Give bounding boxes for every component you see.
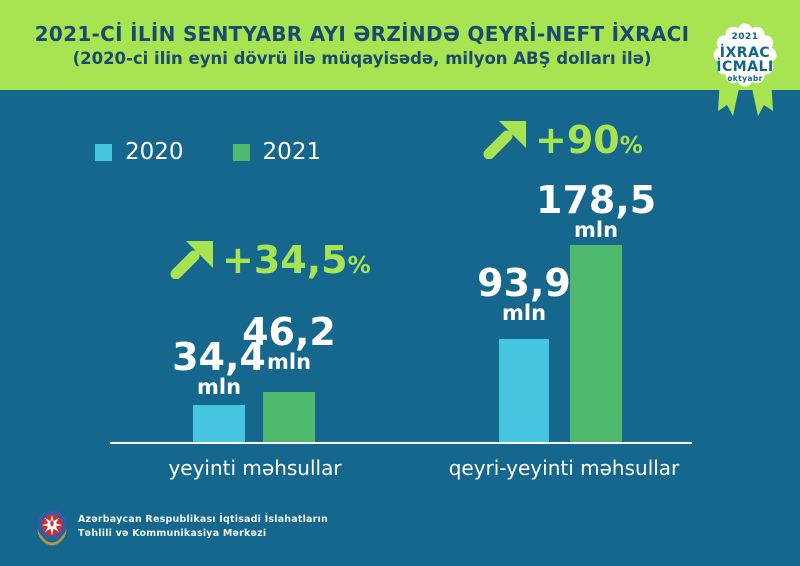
change-number: +34,5 [222, 238, 348, 282]
value-label-yeyinti-2020: 34,4 mln [159, 335, 279, 400]
bar-yeyinti-2020 [193, 405, 245, 443]
category-label-qeyri-yeyinti: qeyri-yeyinti məhsullar [448, 456, 680, 480]
value-unit: mln [573, 218, 619, 243]
bar-qeyri-yeyinti-2021 [570, 245, 622, 443]
value-unit: mln [196, 375, 242, 400]
value-unit: mln [266, 350, 312, 375]
change-number: +90 [535, 118, 620, 162]
value-label-qeyri-yeyinti-2020: 93,9 mln [464, 261, 584, 326]
badge-title-line2: İCMALI [716, 59, 774, 75]
legend-item-2020: 2020 [95, 139, 184, 165]
value-number: 34,4 [172, 335, 266, 379]
page-title: 2021-Cİ İLİN SENTYABR AYI ƏRZİNDƏ QEYRİ-… [34, 22, 690, 46]
ribbon-left [718, 78, 740, 116]
legend-label-2020: 2020 [125, 139, 184, 165]
header-titles: 2021-Cİ İLİN SENTYABR AYI ƏRZİNDƏ QEYRİ-… [0, 0, 724, 90]
value-unit: mln [501, 301, 547, 326]
value-number: 46,2 [242, 310, 336, 354]
change-value: +34,5% [222, 241, 371, 279]
percent-sign: % [347, 253, 371, 279]
org-line1: Azərbaycan Respublikası İqtisadi İslahat… [78, 513, 328, 525]
value-label-yeyinti-2021: 46,2 mln [229, 310, 349, 375]
legend-item-2021: 2021 [232, 139, 322, 165]
badge-month: oktyabr [727, 74, 763, 83]
organization-name: Azərbaycan Respublikası İqtisadi İslahat… [78, 513, 328, 542]
badge-title-line1: İXRAC [719, 45, 771, 61]
axis-baseline [110, 442, 692, 444]
legend-swatch-2021 [232, 143, 250, 161]
value-number: 178,5 [536, 178, 657, 222]
badge-year: 2021 [731, 32, 759, 42]
state-emblem-icon [37, 510, 67, 546]
org-line2: Təhlili və Kommunikasiya Mərkəzi [78, 528, 267, 539]
award-badge: 2021 İXRAC İCMALI oktyabr [700, 18, 790, 122]
value-label-qeyri-yeyinti-2021: 178,5 mln [536, 178, 657, 243]
bar-qeyri-yeyinti-2020 [499, 339, 549, 443]
up-right-arrow-icon [170, 241, 213, 279]
page-subtitle: (2020-ci ilin eyni dövrü ilə müqayisədə,… [72, 49, 652, 68]
percent-sign: % [619, 133, 643, 159]
legend-label-2021: 2021 [262, 139, 322, 165]
ribbon-right [751, 78, 773, 116]
legend-swatch-2020 [95, 143, 112, 161]
chart-legend: 2020 2021 [95, 139, 321, 165]
rosette-seal-icon [713, 23, 777, 116]
bar-yeyinti-2021 [263, 392, 315, 443]
up-right-arrow-icon [483, 121, 526, 159]
header-band: 2021-Cİ İLİN SENTYABR AYI ƏRZİNDƏ QEYRİ-… [0, 0, 800, 90]
value-number: 93,9 [477, 261, 571, 305]
change-value: +90% [535, 121, 643, 159]
change-annotation-qeyri-yeyinti: +90% [482, 121, 643, 159]
change-annotation-yeyinti: +34,5% [169, 241, 371, 279]
footer: Azərbaycan Respublikası İqtisadi İslahat… [35, 508, 328, 546]
category-label-yeyinti: yeyinti məhsullar [168, 456, 342, 480]
